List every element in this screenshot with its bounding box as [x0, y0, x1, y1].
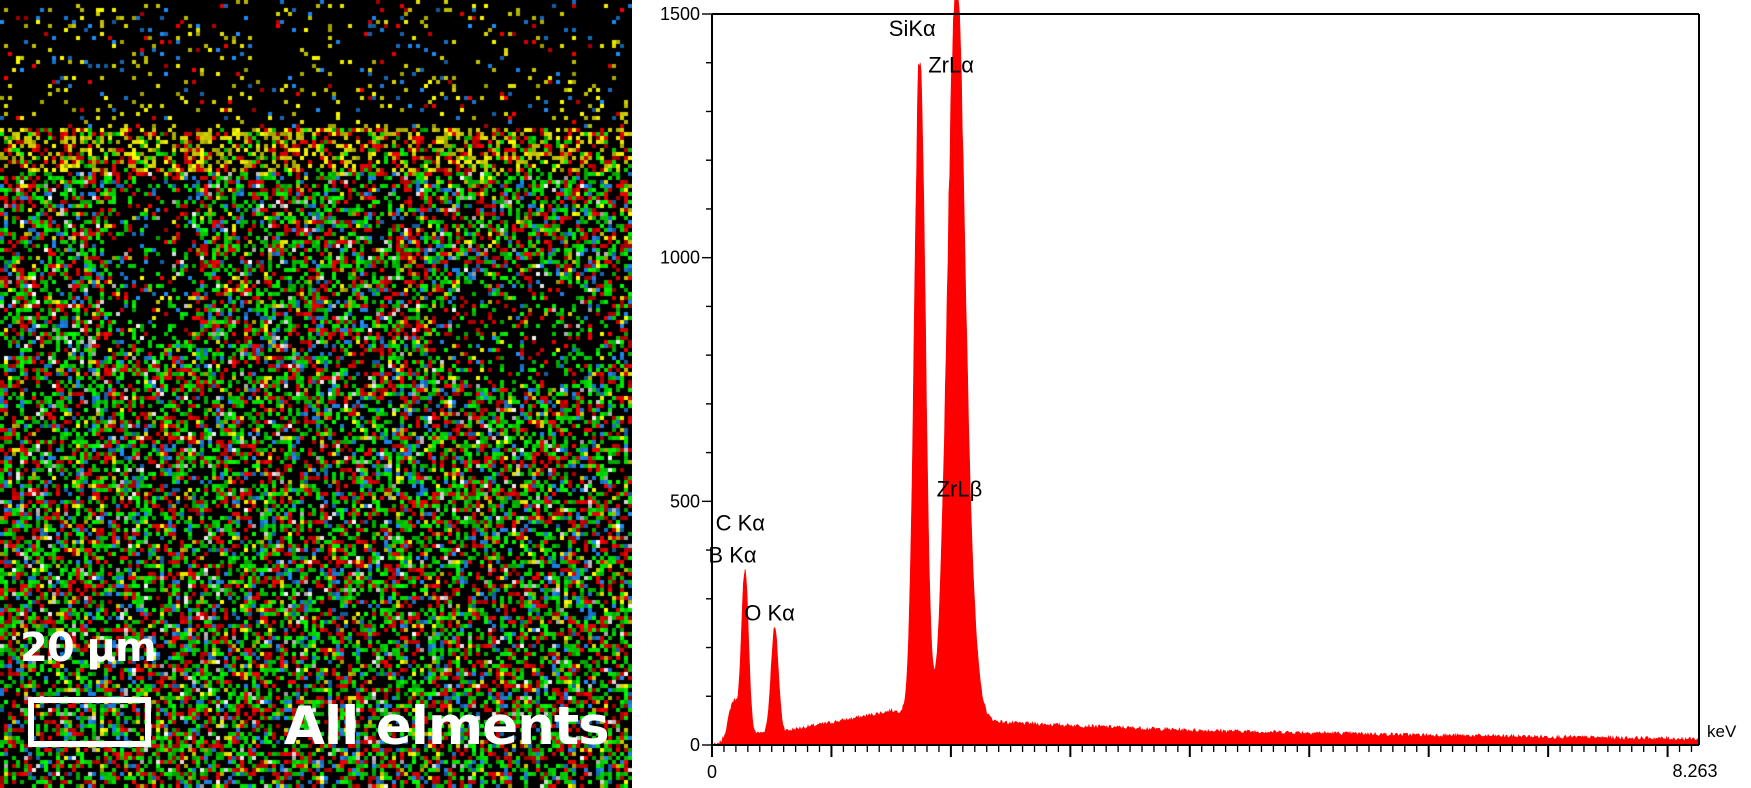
peak-label: SiKα [889, 16, 936, 41]
peak-label: O Kα [744, 601, 795, 626]
y-tick-label: 500 [670, 491, 700, 511]
y-tick-label: 1000 [660, 248, 700, 268]
x-tick-label: 0 [707, 762, 717, 782]
eds-spectrum-chart: 0 500 1000 1500 0 8.263 SiKα ZrLα ZrLβ C Kα B Kα O… [660, 0, 1737, 782]
map-caption: All elments [284, 696, 610, 757]
y-tick-label: 1500 [660, 4, 700, 24]
peak-label: C Kα [716, 511, 766, 536]
peak-label: B Kα [708, 542, 756, 567]
chart-ticks [702, 13, 1693, 757]
elemental-map-panel: 20 µm All elments [0, 0, 632, 788]
peak-label: ZrLα [928, 52, 974, 77]
chart-axes [711, 13, 1700, 746]
scale-bar-label: 20 µm [20, 625, 157, 671]
chart-tick-labels: 0 500 1000 1500 0 8.263 [660, 4, 1718, 782]
peak-annotations: SiKα ZrLα ZrLβ C Kα B Kα O Kα [708, 16, 982, 626]
scale-bar [28, 697, 151, 747]
elemental-map-image [0, 0, 632, 788]
x-axis-label: keV [1707, 722, 1737, 741]
x-tick-label: 8.263 [1672, 761, 1717, 781]
y-tick-label: 0 [690, 735, 700, 755]
spectrum-series [711, 0, 1700, 746]
peak-label: ZrLβ [937, 476, 983, 501]
spectrum-area [711, 0, 1700, 746]
